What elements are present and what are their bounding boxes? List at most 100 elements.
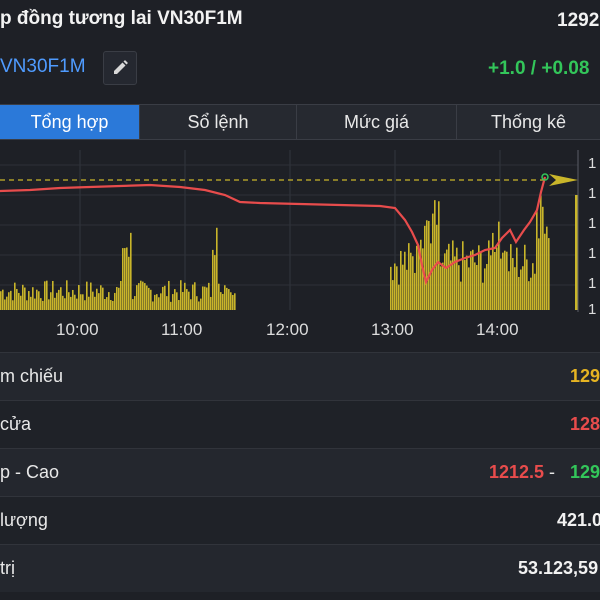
y-tick-label: 1 bbox=[588, 275, 596, 292]
chart-grid bbox=[0, 150, 578, 310]
volume-bar bbox=[422, 248, 424, 310]
volume-bar bbox=[212, 249, 214, 310]
volume-bar bbox=[112, 300, 114, 310]
stat-value-high: 129 bbox=[570, 462, 600, 482]
volume-bar bbox=[134, 296, 136, 310]
volume-bar bbox=[438, 201, 440, 310]
volume-bar bbox=[482, 282, 484, 310]
volume-bar bbox=[514, 267, 516, 310]
y-tick-label: 1 bbox=[588, 215, 596, 232]
volume-bar bbox=[158, 297, 160, 310]
volume-bar bbox=[468, 267, 470, 310]
volume-bar bbox=[228, 289, 230, 310]
price-change: +1.0 / +0.08 bbox=[488, 58, 590, 79]
stat-row-low-high: p - Cao 1212.5 - 129 bbox=[0, 448, 600, 496]
y-axis-labels: 1 1 1 1 1 1 bbox=[588, 155, 596, 318]
page-title: p đồng tương lai VN30F1M bbox=[0, 8, 243, 29]
volume-bar bbox=[428, 220, 430, 310]
last-price-dot bbox=[541, 173, 549, 181]
volume-bar bbox=[68, 292, 70, 310]
volume-bar bbox=[186, 289, 188, 310]
volume-bar bbox=[448, 243, 450, 310]
volume-bar bbox=[92, 291, 94, 310]
volume-bar bbox=[6, 296, 8, 310]
volume-bar bbox=[62, 295, 64, 310]
volume-bar bbox=[20, 295, 22, 310]
volume-bar bbox=[508, 271, 510, 310]
volume-bar bbox=[490, 255, 492, 310]
volume-bar bbox=[44, 281, 46, 310]
volume-bar bbox=[54, 297, 56, 310]
volume-bar bbox=[104, 299, 106, 310]
volume-bars bbox=[0, 195, 578, 310]
volume-bar bbox=[528, 281, 530, 310]
volume-bar bbox=[70, 296, 72, 310]
stat-label: p - Cao bbox=[0, 462, 60, 482]
volume-bar bbox=[540, 195, 542, 310]
volume-bar bbox=[98, 293, 100, 310]
last-price-marker bbox=[549, 174, 578, 186]
volume-bar bbox=[160, 293, 162, 310]
last-price: 1292 bbox=[557, 10, 600, 31]
chart-canvas: 1 1 1 1 1 1 bbox=[0, 150, 596, 318]
volume-bar bbox=[106, 297, 108, 310]
volume-bar bbox=[450, 260, 452, 310]
volume-bar bbox=[34, 298, 36, 310]
volume-bar bbox=[86, 281, 88, 310]
volume-bar bbox=[464, 260, 466, 310]
volume-bar bbox=[36, 289, 38, 310]
volume-bar bbox=[224, 285, 226, 310]
volume-bar bbox=[230, 292, 232, 310]
volume-bar bbox=[418, 245, 420, 310]
volume-bar bbox=[150, 289, 152, 310]
edit-button[interactable] bbox=[103, 51, 137, 85]
volume-bar bbox=[474, 262, 476, 310]
volume-bar bbox=[394, 263, 396, 310]
volume-bar bbox=[532, 263, 534, 310]
volume-bar bbox=[166, 296, 168, 310]
volume-bar bbox=[406, 269, 408, 310]
volume-bar bbox=[208, 282, 210, 310]
volume-bar bbox=[458, 265, 460, 310]
volume-bar bbox=[4, 299, 6, 310]
volume-bar bbox=[22, 284, 24, 310]
y-tick-label: 1 bbox=[588, 155, 596, 172]
stat-value-low: 1212.5 bbox=[489, 462, 545, 482]
tab-thong-ke[interactable]: Thống kê bbox=[490, 111, 567, 132]
volume-bar bbox=[96, 288, 98, 310]
volume-bar bbox=[234, 293, 236, 310]
volume-bar bbox=[544, 233, 546, 310]
volume-bar bbox=[548, 238, 550, 310]
volume-bar bbox=[56, 292, 58, 310]
volume-bar bbox=[72, 289, 74, 310]
volume-bar bbox=[412, 256, 414, 310]
volume-bar bbox=[64, 298, 66, 310]
volume-bar bbox=[108, 292, 110, 310]
volume-bar bbox=[82, 294, 84, 310]
volume-bar bbox=[194, 282, 196, 310]
volume-bar bbox=[52, 280, 54, 310]
intraday-chart: 1 1 1 1 1 1 bbox=[0, 150, 600, 350]
volume-bar bbox=[202, 286, 204, 310]
volume-bar bbox=[416, 245, 418, 310]
volume-bar bbox=[168, 280, 170, 310]
volume-bar bbox=[110, 300, 112, 310]
volume-bar bbox=[522, 266, 524, 310]
volume-bar bbox=[518, 276, 520, 310]
stat-value: 129 bbox=[570, 366, 600, 386]
tab-tong-hop[interactable]: Tổng hợp bbox=[0, 105, 140, 139]
tab-so-lenh[interactable]: Sổ lệnh bbox=[140, 105, 297, 139]
volume-bar bbox=[396, 266, 398, 310]
volume-bar bbox=[524, 244, 526, 310]
tab-muc-gia[interactable]: Mức giá bbox=[297, 105, 457, 139]
x-tick-label: 12:00 bbox=[266, 320, 309, 339]
volume-bar bbox=[132, 299, 134, 310]
volume-bar bbox=[200, 298, 202, 310]
volume-bar bbox=[444, 253, 446, 310]
volume-bar bbox=[116, 287, 118, 310]
stat-label: cửa bbox=[0, 414, 32, 434]
volume-bar bbox=[575, 195, 578, 310]
volume-bar bbox=[408, 243, 410, 310]
volume-bar bbox=[192, 284, 194, 310]
symbol-link[interactable]: VN30F1M bbox=[0, 56, 86, 77]
